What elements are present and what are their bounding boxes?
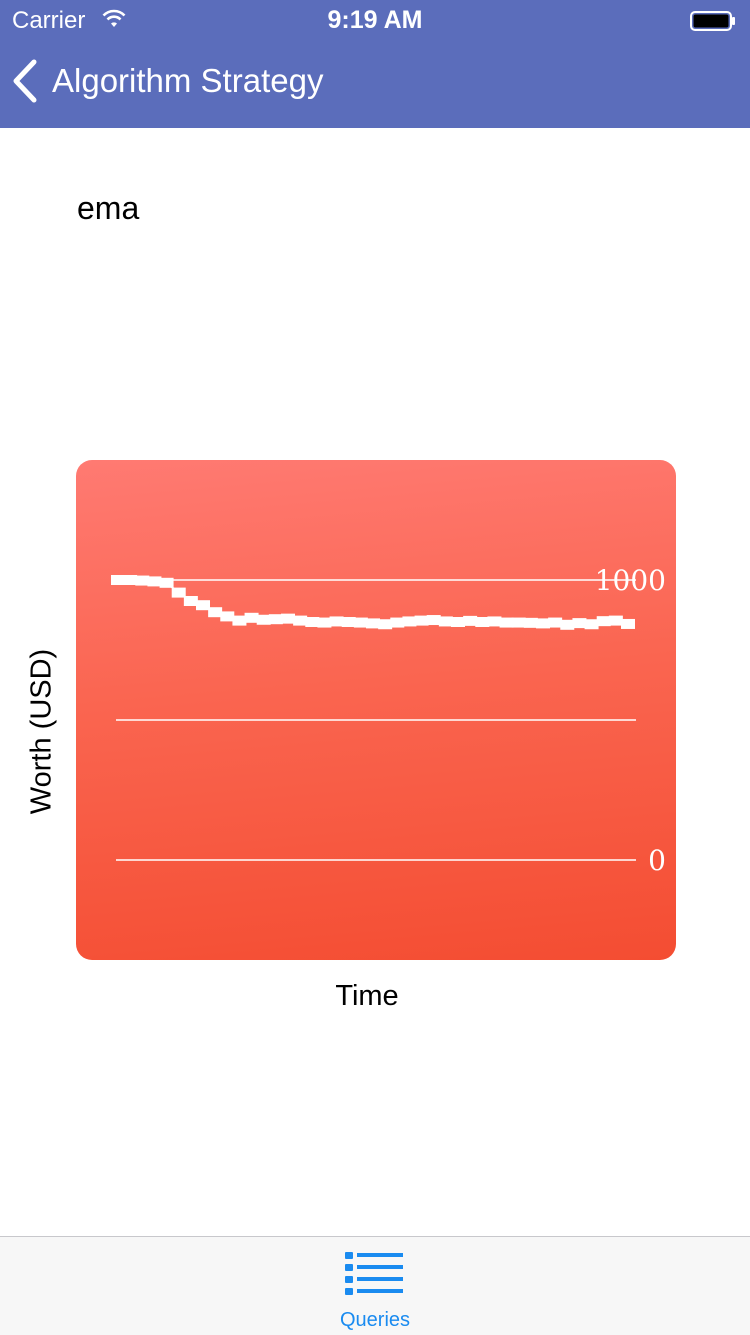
page-title: Algorithm Strategy [52, 62, 324, 99]
data-point [487, 616, 502, 627]
clock: 9:19 AM [327, 6, 423, 34]
data-point [548, 617, 563, 628]
data-point [426, 615, 441, 626]
data-point [366, 618, 380, 629]
data-point [463, 615, 478, 626]
data-point [196, 600, 210, 611]
data-point [608, 615, 623, 626]
data-point [232, 615, 247, 626]
y-axis-label: Worth (USD) [25, 648, 58, 815]
strategy-name: ema [77, 190, 140, 226]
data-point [451, 617, 465, 627]
tab-bar: Queries [0, 1236, 750, 1335]
data-point [208, 607, 223, 618]
data-point [293, 615, 308, 626]
battery-icon [690, 11, 735, 31]
worth-chart: 1000 0 [76, 460, 676, 960]
back-button[interactable]: Algorithm Strategy [10, 58, 323, 104]
nav-bar: Algorithm Strategy [0, 40, 750, 128]
tab-queries[interactable]: Queries [325, 1237, 425, 1335]
navigation-header: Carrier 9:19 AM Algorithm Strategy [0, 0, 750, 128]
data-point [281, 613, 295, 624]
data-point [572, 618, 587, 629]
x-axis-label: Time [335, 980, 399, 1012]
data-point [171, 587, 186, 598]
data-point [317, 617, 332, 628]
data-point [499, 617, 514, 628]
data-point [159, 577, 174, 588]
data-point [560, 619, 575, 630]
data-point [111, 575, 125, 585]
data-point [353, 617, 368, 628]
data-point [402, 616, 417, 627]
data-point [390, 617, 405, 628]
y-tick-label: 0 [648, 844, 666, 877]
list-icon [345, 1252, 403, 1295]
data-point [341, 617, 356, 627]
chevron-left-icon [13, 59, 37, 103]
data-point [244, 612, 259, 623]
wifi-icon [102, 9, 126, 27]
data-point [523, 617, 538, 628]
data-point [268, 614, 283, 625]
y-tick-label: 1000 [595, 564, 666, 597]
data-point [329, 616, 344, 627]
data-point [123, 575, 138, 585]
data-point [135, 575, 150, 586]
data-point [584, 619, 599, 630]
carrier-label: Carrier [12, 7, 86, 34]
data-point [414, 615, 429, 626]
data-point [621, 618, 635, 629]
data-point [378, 619, 393, 630]
data-point [596, 616, 611, 627]
data-point [536, 618, 550, 629]
data-point [183, 596, 198, 606]
chart-canvas: 1000 0 [111, 564, 666, 877]
data-point [256, 614, 271, 625]
data-point [511, 617, 526, 628]
status-bar: Carrier 9:19 AM [0, 0, 750, 40]
tab-queries-label: Queries [339, 1309, 411, 1331]
data-point [475, 617, 490, 627]
data-point [147, 576, 162, 587]
data-point [438, 616, 453, 627]
data-point [305, 617, 320, 627]
data-point [220, 611, 235, 622]
